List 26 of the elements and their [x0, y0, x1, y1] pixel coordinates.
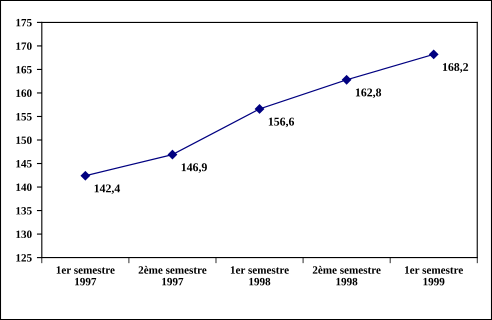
y-tick-label: 150 — [16, 136, 32, 144]
y-tick-label: 160 — [16, 89, 32, 97]
y-tick-label: 135 — [16, 207, 32, 215]
x-tick-label: 2ème semestre 1998 — [312, 266, 381, 286]
x-tick-label: 1er semestre 1999 — [405, 266, 463, 286]
data-label: 162,8 — [356, 88, 382, 98]
point — [168, 150, 178, 160]
y-tick-label: 175 — [16, 18, 32, 26]
y-tick-label: 130 — [16, 230, 32, 238]
y-tick-label: 145 — [16, 160, 32, 168]
y-tick-label: 170 — [16, 42, 32, 50]
y-tick-label: 155 — [16, 113, 32, 120]
y-tick-label: 140 — [16, 184, 32, 192]
point — [80, 171, 90, 180]
point — [429, 50, 438, 60]
data-label: 168,2 — [442, 63, 468, 73]
data-label: 156,6 — [268, 118, 294, 128]
x-tick-label: 2ème semestre 1997 — [138, 266, 206, 286]
y-tick-label: 165 — [16, 66, 32, 74]
x-tick-label: 1er semestre 1998 — [230, 266, 289, 286]
data-label: 142,4 — [94, 184, 120, 194]
point — [254, 104, 264, 114]
y-tick-label: 125 — [16, 254, 32, 262]
data-label: 146,9 — [182, 163, 207, 173]
x-tick-label: 1er semestre 1997 — [56, 266, 115, 286]
point — [342, 75, 352, 84]
